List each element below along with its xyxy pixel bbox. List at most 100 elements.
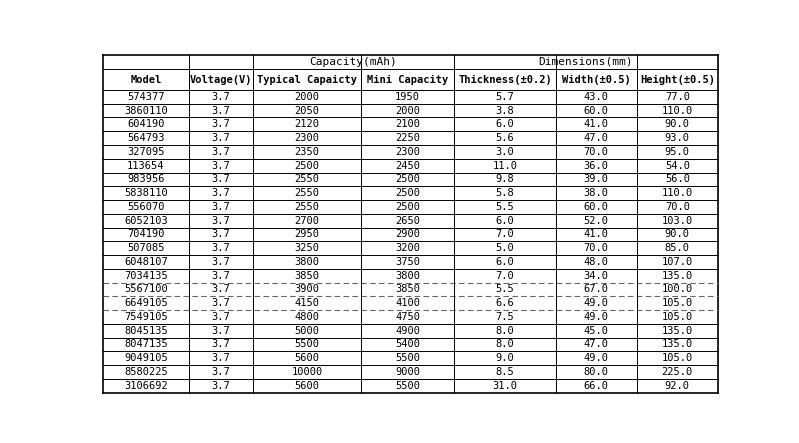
Text: 5500: 5500 bbox=[396, 381, 420, 391]
Text: 2550: 2550 bbox=[295, 188, 320, 198]
Text: 2500: 2500 bbox=[396, 188, 420, 198]
Text: 8.0: 8.0 bbox=[495, 339, 515, 350]
Text: 704190: 704190 bbox=[127, 229, 165, 239]
Text: 3.7: 3.7 bbox=[212, 92, 230, 102]
Text: 67.0: 67.0 bbox=[584, 284, 609, 295]
Text: 604190: 604190 bbox=[127, 119, 165, 129]
Text: 90.0: 90.0 bbox=[665, 119, 690, 129]
Text: 6.6: 6.6 bbox=[495, 298, 515, 308]
Text: 4150: 4150 bbox=[295, 298, 320, 308]
Text: 2450: 2450 bbox=[396, 161, 420, 171]
Text: 49.0: 49.0 bbox=[584, 298, 609, 308]
Text: 34.0: 34.0 bbox=[584, 271, 609, 281]
Text: 2250: 2250 bbox=[396, 133, 420, 143]
Text: 36.0: 36.0 bbox=[584, 161, 609, 171]
Text: 507085: 507085 bbox=[127, 243, 165, 253]
Text: 5567100: 5567100 bbox=[124, 284, 168, 295]
Text: 2500: 2500 bbox=[396, 175, 420, 184]
Text: 2050: 2050 bbox=[295, 105, 320, 116]
Text: 92.0: 92.0 bbox=[665, 381, 690, 391]
Text: 225.0: 225.0 bbox=[662, 367, 693, 377]
Text: 7549105: 7549105 bbox=[124, 312, 168, 322]
Text: 49.0: 49.0 bbox=[584, 353, 609, 363]
Text: 110.0: 110.0 bbox=[662, 188, 693, 198]
Text: 2100: 2100 bbox=[396, 119, 420, 129]
Text: 105.0: 105.0 bbox=[662, 298, 693, 308]
Text: 105.0: 105.0 bbox=[662, 353, 693, 363]
Text: 564793: 564793 bbox=[127, 133, 165, 143]
Text: 5.0: 5.0 bbox=[495, 243, 515, 253]
Text: 4900: 4900 bbox=[396, 326, 420, 336]
Text: Thickness(±0.2): Thickness(±0.2) bbox=[458, 74, 552, 85]
Text: 54.0: 54.0 bbox=[665, 161, 690, 171]
Text: 8.5: 8.5 bbox=[495, 367, 515, 377]
Text: 9.8: 9.8 bbox=[495, 175, 515, 184]
Text: 60.0: 60.0 bbox=[584, 202, 609, 212]
Text: 70.0: 70.0 bbox=[584, 147, 609, 157]
Text: 3250: 3250 bbox=[295, 243, 320, 253]
Text: 90.0: 90.0 bbox=[665, 229, 690, 239]
Text: 8047135: 8047135 bbox=[124, 339, 168, 350]
Text: 5500: 5500 bbox=[295, 339, 320, 350]
Text: 8580225: 8580225 bbox=[124, 367, 168, 377]
Text: 3.7: 3.7 bbox=[212, 133, 230, 143]
Text: 48.0: 48.0 bbox=[584, 257, 609, 267]
Text: 70.0: 70.0 bbox=[665, 202, 690, 212]
Text: 3200: 3200 bbox=[396, 243, 420, 253]
Text: 95.0: 95.0 bbox=[665, 147, 690, 157]
Text: 107.0: 107.0 bbox=[662, 257, 693, 267]
Text: Height(±0.5): Height(±0.5) bbox=[640, 74, 715, 85]
Text: 41.0: 41.0 bbox=[584, 119, 609, 129]
Text: 3.7: 3.7 bbox=[212, 271, 230, 281]
Text: 4100: 4100 bbox=[396, 298, 420, 308]
Text: 574377: 574377 bbox=[127, 92, 165, 102]
Text: 3106692: 3106692 bbox=[124, 381, 168, 391]
Text: 93.0: 93.0 bbox=[665, 133, 690, 143]
Text: 3850: 3850 bbox=[396, 284, 420, 295]
Text: 3.7: 3.7 bbox=[212, 188, 230, 198]
Text: 10000: 10000 bbox=[292, 367, 323, 377]
Text: 60.0: 60.0 bbox=[584, 105, 609, 116]
Text: 31.0: 31.0 bbox=[492, 381, 518, 391]
Text: 5400: 5400 bbox=[396, 339, 420, 350]
Text: 3.7: 3.7 bbox=[212, 175, 230, 184]
Text: 2120: 2120 bbox=[295, 119, 320, 129]
Text: 2650: 2650 bbox=[396, 216, 420, 225]
Text: 6052103: 6052103 bbox=[124, 216, 168, 225]
Text: 556070: 556070 bbox=[127, 202, 165, 212]
Text: 105.0: 105.0 bbox=[662, 312, 693, 322]
Text: 3.7: 3.7 bbox=[212, 312, 230, 322]
Text: 6.0: 6.0 bbox=[495, 216, 515, 225]
Text: 2500: 2500 bbox=[295, 161, 320, 171]
Text: 1950: 1950 bbox=[396, 92, 420, 102]
Text: 6649105: 6649105 bbox=[124, 298, 168, 308]
Text: 3.8: 3.8 bbox=[495, 105, 515, 116]
Text: 7.0: 7.0 bbox=[495, 271, 515, 281]
Text: 5838110: 5838110 bbox=[124, 188, 168, 198]
Text: 3.7: 3.7 bbox=[212, 353, 230, 363]
Text: 3.7: 3.7 bbox=[212, 339, 230, 350]
Text: Model: Model bbox=[130, 74, 161, 85]
Text: 3.7: 3.7 bbox=[212, 326, 230, 336]
Text: Dimensions(mm): Dimensions(mm) bbox=[539, 57, 633, 67]
Text: 8045135: 8045135 bbox=[124, 326, 168, 336]
Text: 70.0: 70.0 bbox=[584, 243, 609, 253]
Text: 49.0: 49.0 bbox=[584, 312, 609, 322]
Text: 9000: 9000 bbox=[396, 367, 420, 377]
Text: 2950: 2950 bbox=[295, 229, 320, 239]
Text: 6.0: 6.0 bbox=[495, 257, 515, 267]
Text: 85.0: 85.0 bbox=[665, 243, 690, 253]
Text: 3.7: 3.7 bbox=[212, 284, 230, 295]
Text: 2000: 2000 bbox=[396, 105, 420, 116]
Text: 4800: 4800 bbox=[295, 312, 320, 322]
Text: 5.5: 5.5 bbox=[495, 284, 515, 295]
Text: 3.7: 3.7 bbox=[212, 105, 230, 116]
Text: 7.0: 7.0 bbox=[495, 229, 515, 239]
Text: 2550: 2550 bbox=[295, 175, 320, 184]
Text: 5000: 5000 bbox=[295, 326, 320, 336]
Text: 3750: 3750 bbox=[396, 257, 420, 267]
Text: 7.5: 7.5 bbox=[495, 312, 515, 322]
Text: 11.0: 11.0 bbox=[492, 161, 518, 171]
Text: 3860110: 3860110 bbox=[124, 105, 168, 116]
Text: 327095: 327095 bbox=[127, 147, 165, 157]
